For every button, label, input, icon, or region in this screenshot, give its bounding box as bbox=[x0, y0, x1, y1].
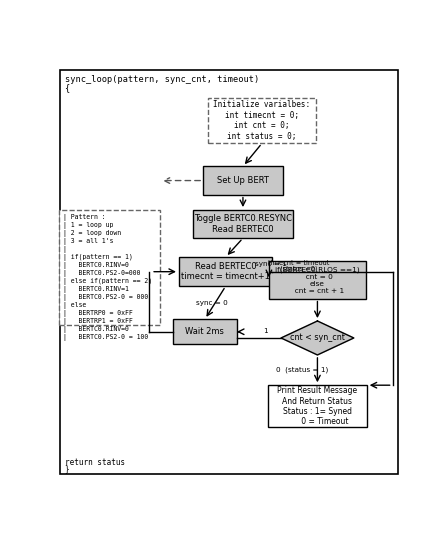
Text: sync = 1: sync = 1 bbox=[255, 261, 287, 267]
Text: return status: return status bbox=[64, 458, 125, 467]
Text: sync = 0: sync = 0 bbox=[196, 300, 228, 306]
Text: (status =0): (status =0) bbox=[279, 266, 317, 272]
Text: }: } bbox=[64, 464, 69, 473]
Text: timecnt = timeout: timecnt = timeout bbox=[268, 260, 329, 266]
Text: | Pattern :
| 1 = loop up
| 2 = loop down
| 3 = all 1's
|
| if(pattern == 1)
|  : | Pattern : | 1 = loop up | 2 = loop dow… bbox=[63, 214, 152, 341]
Bar bbox=[59, 210, 160, 325]
Text: Initialize varialbes:
int timecnt = 0;
int cnt = 0;
int status = 0;: Initialize varialbes: int timecnt = 0; i… bbox=[213, 101, 311, 140]
Bar bbox=[193, 210, 293, 238]
Text: Print Result Message
And Return Status
Status : 1= Syned
      0 = Timeout: Print Result Message And Return Status S… bbox=[277, 386, 358, 427]
Text: {: { bbox=[64, 83, 70, 92]
Text: Wait 2ms: Wait 2ms bbox=[186, 327, 224, 336]
Text: Toggle BERTC0.RESYNC
Read BERTEC0: Toggle BERTC0.RESYNC Read BERTEC0 bbox=[194, 214, 292, 233]
Text: cnt < syn_cnt: cnt < syn_cnt bbox=[290, 334, 345, 343]
Polygon shape bbox=[281, 321, 354, 355]
Text: 1: 1 bbox=[264, 328, 268, 334]
Text: if(BERTEC0.RLOS ==1)
  cnt = 0
else
  cnt = cnt + 1: if(BERTEC0.RLOS ==1) cnt = 0 else cnt = … bbox=[275, 266, 360, 294]
Text: 0  (status = 1): 0 (status = 1) bbox=[276, 367, 328, 373]
Bar bbox=[173, 320, 237, 344]
Bar bbox=[179, 257, 272, 286]
Text: sync_loop(pattern, sync_cnt, timeout): sync_loop(pattern, sync_cnt, timeout) bbox=[64, 75, 259, 83]
Text: Read BERTEC0
timecnt = timecnt+1: Read BERTEC0 timecnt = timecnt+1 bbox=[181, 262, 270, 281]
Bar bbox=[269, 261, 366, 299]
Bar bbox=[268, 385, 367, 428]
Bar bbox=[203, 166, 283, 195]
Bar bbox=[208, 98, 316, 143]
Text: Set Up BERT: Set Up BERT bbox=[217, 176, 269, 185]
